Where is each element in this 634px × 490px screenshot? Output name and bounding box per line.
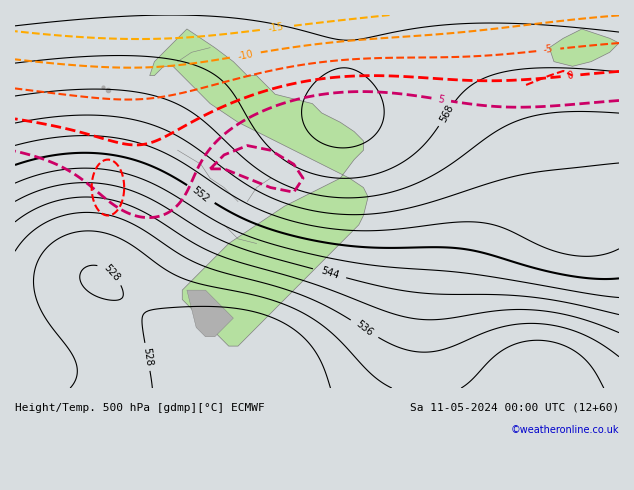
Polygon shape [150,29,368,346]
Text: -5: -5 [543,44,553,55]
Text: -15: -15 [267,22,284,34]
Text: 552: 552 [190,184,211,204]
Text: 568: 568 [438,103,455,124]
Text: ©weatheronline.co.uk: ©weatheronline.co.uk [510,425,619,436]
Text: 528: 528 [102,263,122,284]
Text: Height/Temp. 500 hPa [gdmp][°C] ECMWF: Height/Temp. 500 hPa [gdmp][°C] ECMWF [15,403,265,413]
Polygon shape [187,290,233,337]
Text: 0: 0 [567,71,574,81]
Text: 544: 544 [319,266,340,281]
Text: 528: 528 [141,347,154,367]
Text: -10: -10 [236,49,254,62]
Text: Sa 11-05-2024 00:00 UTC (12+60): Sa 11-05-2024 00:00 UTC (12+60) [410,403,619,413]
Polygon shape [549,29,619,66]
Text: 5: 5 [437,94,445,105]
Text: 536: 536 [354,319,375,339]
